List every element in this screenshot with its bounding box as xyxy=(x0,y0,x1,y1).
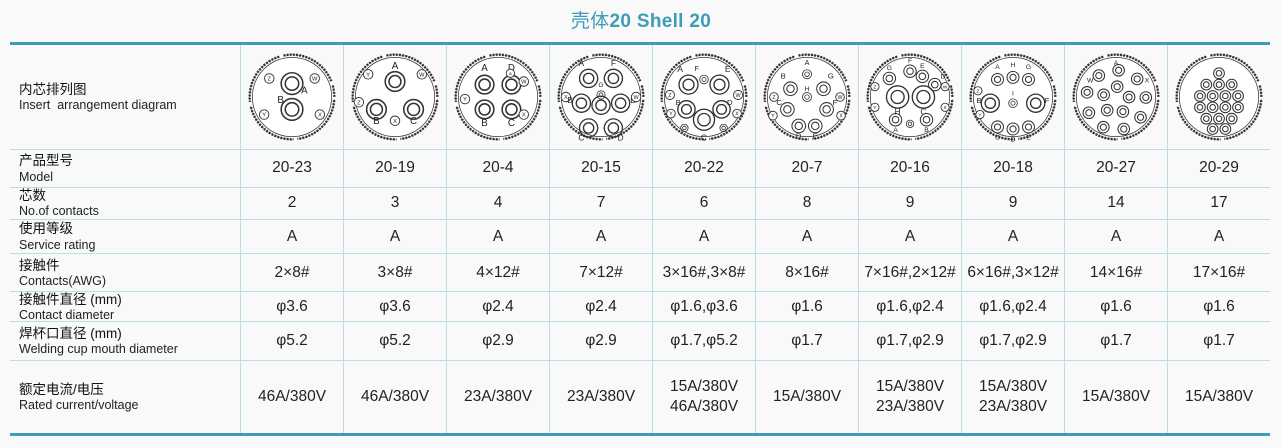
svg-text:W: W xyxy=(521,80,527,86)
svg-text:W: W xyxy=(943,85,948,91)
svg-text:C: C xyxy=(776,98,782,107)
svg-text:W: W xyxy=(312,77,318,83)
svg-text:X: X xyxy=(522,113,526,119)
svg-text:A: A xyxy=(392,61,399,72)
svg-text:H: H xyxy=(1011,62,1016,69)
svg-text:W: W xyxy=(419,72,425,78)
svg-text:A: A xyxy=(301,85,308,96)
svg-text:Z: Z xyxy=(357,100,361,106)
svg-text:Y: Y xyxy=(262,113,266,119)
svg-text:B: B xyxy=(976,96,981,105)
svg-text:W: W xyxy=(633,95,639,101)
svg-text:A: A xyxy=(995,64,1000,71)
svg-text:X: X xyxy=(735,111,739,117)
svg-text:E: E xyxy=(725,64,731,74)
svg-text:F: F xyxy=(833,98,838,107)
svg-text:Y: Y xyxy=(366,72,370,78)
svg-text:B: B xyxy=(277,95,284,106)
svg-text:D: D xyxy=(618,133,624,142)
svg-text:A: A xyxy=(677,64,683,74)
svg-text:W: W xyxy=(838,95,843,101)
svg-text:B: B xyxy=(676,98,681,107)
svg-text:F: F xyxy=(695,64,700,73)
svg-text:F: F xyxy=(1045,96,1050,105)
svg-text:G: G xyxy=(828,71,834,80)
svg-text:Z: Z xyxy=(976,89,979,95)
svg-text:C: C xyxy=(410,116,417,127)
svg-text:X: X xyxy=(393,119,397,125)
svg-text:F: F xyxy=(611,59,616,68)
svg-text:X: X xyxy=(839,114,843,120)
svg-text:A: A xyxy=(1114,60,1119,67)
svg-text:X: X xyxy=(318,113,322,119)
svg-text:C: C xyxy=(995,134,1000,141)
svg-text:C: C xyxy=(920,108,926,117)
svg-text:G: G xyxy=(887,65,892,72)
svg-text:A: A xyxy=(893,127,898,134)
svg-text:D: D xyxy=(1011,136,1016,143)
svg-text:A: A xyxy=(579,59,585,68)
svg-text:I: I xyxy=(1012,90,1014,97)
svg-text:E: E xyxy=(1026,134,1031,141)
svg-text:C: C xyxy=(701,132,707,142)
svg-text:E: E xyxy=(813,131,818,140)
svg-text:C: C xyxy=(508,118,515,129)
svg-text:G: G xyxy=(598,82,603,89)
svg-text:Y: Y xyxy=(463,97,467,103)
svg-text:B: B xyxy=(567,96,573,105)
svg-text:Z: Z xyxy=(873,85,876,91)
svg-text:D: D xyxy=(796,131,802,140)
svg-text:B: B xyxy=(924,127,929,134)
svg-text:B: B xyxy=(481,118,488,129)
svg-text:E: E xyxy=(920,63,925,70)
svg-text:F: F xyxy=(908,58,912,65)
svg-text:Z: Z xyxy=(772,95,775,101)
svg-text:D: D xyxy=(727,98,733,107)
svg-text:Z: Z xyxy=(268,77,272,83)
svg-text:Y: Y xyxy=(771,114,775,120)
svg-text:Y: Y xyxy=(669,111,673,117)
svg-text:a: a xyxy=(509,72,512,77)
svg-text:X: X xyxy=(1145,78,1150,85)
svg-text:B: B xyxy=(781,71,786,80)
svg-text:B: B xyxy=(373,116,380,127)
svg-text:H: H xyxy=(805,86,810,93)
svg-text:C: C xyxy=(578,133,584,142)
svg-text:D: D xyxy=(941,73,946,80)
svg-text:A: A xyxy=(805,58,810,67)
svg-text:A: A xyxy=(481,63,488,74)
svg-text:W: W xyxy=(1087,78,1094,85)
svg-text:G: G xyxy=(1026,64,1031,71)
